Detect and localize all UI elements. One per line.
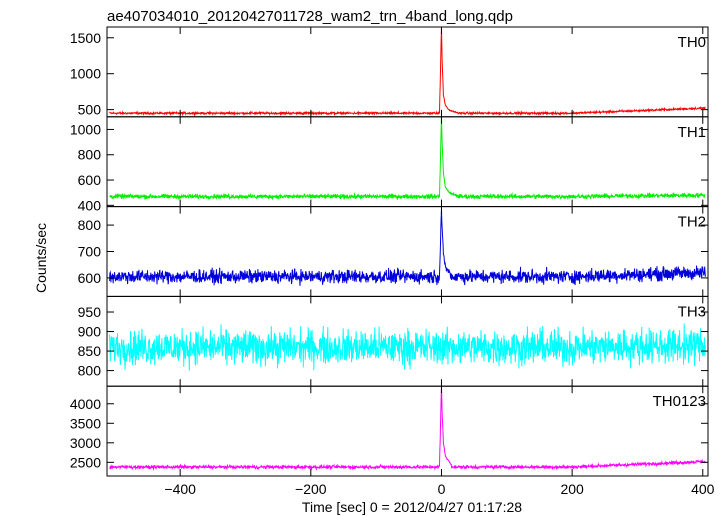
y-tick-label: 600	[78, 172, 102, 188]
panel-label: TH0123	[653, 393, 706, 410]
panel-frame	[106, 385, 709, 477]
y-tick-label: 2500	[70, 454, 101, 470]
x-tick-label: −400	[164, 481, 196, 497]
y-tick-label: 4000	[70, 396, 101, 412]
series-line-th2	[109, 209, 706, 286]
series-line-th0123	[109, 386, 706, 471]
series-line-th3	[109, 323, 706, 371]
panel-label: TH0	[678, 34, 706, 51]
y-tick-label: 900	[78, 324, 102, 340]
x-tick-label: −200	[295, 481, 327, 497]
panel-th0: 500 1000 1500 TH0	[70, 26, 709, 118]
panel-label: TH2	[678, 214, 706, 231]
y-tick-label: 1000	[70, 121, 101, 137]
y-tick-label: 850	[78, 343, 102, 359]
y-tick-label: 400	[78, 197, 102, 213]
series-line-th1	[109, 117, 706, 201]
panel-frame	[106, 116, 709, 208]
panel-label: TH1	[678, 124, 706, 141]
chart-title: ae407034010_20120427011728_wam2_trn_4ban…	[107, 8, 513, 25]
y-tick-label: 800	[78, 363, 102, 379]
y-tick-label: 1000	[70, 66, 101, 82]
y-tick-label: 800	[78, 147, 102, 163]
panel-th0123: 2500 3000 3500 4000 TH0123	[70, 385, 709, 477]
y-tick-label: 800	[78, 217, 102, 233]
x-tick-label: 200	[560, 481, 584, 497]
y-tick-label: 950	[78, 304, 102, 320]
x-axis-label: Time [sec] 0 = 2012/04/27 01:17:28	[302, 499, 522, 515]
y-axis-label: Counts/sec	[33, 223, 49, 293]
y-tick-label: 600	[78, 270, 102, 286]
x-tick-label: 400	[691, 481, 715, 497]
panel-frame	[106, 26, 709, 118]
y-tick-label: 500	[78, 102, 102, 118]
y-tick-label: 700	[78, 244, 102, 260]
panel-frame	[106, 206, 709, 297]
y-tick-label: 1500	[70, 30, 101, 46]
y-tick-label: 3000	[70, 435, 101, 451]
panel-label: TH3	[678, 303, 706, 320]
y-tick-label: 3500	[70, 415, 101, 431]
series-line-th0	[109, 27, 706, 117]
panel-th3: 800 850 900 950 TH3	[78, 295, 709, 387]
panel-th1: 400 600 800 1000 TH1	[70, 116, 709, 213]
panel-th2: 600 700 800 TH2	[78, 206, 709, 297]
x-tick-label: 0	[438, 481, 446, 497]
